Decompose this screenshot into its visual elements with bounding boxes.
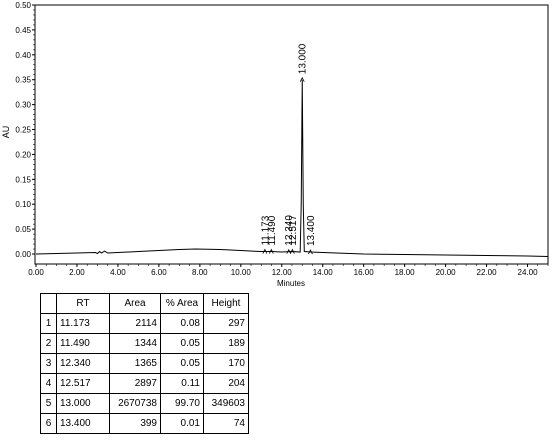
peak-marker bbox=[308, 249, 313, 255]
peak-marker bbox=[262, 248, 268, 254]
x-axis-label: Minutes bbox=[277, 279, 305, 288]
row-index: 6 bbox=[40, 413, 57, 434]
row-height: 189 bbox=[203, 333, 249, 354]
row-pct-area: 0.05 bbox=[160, 353, 204, 374]
row-area: 1344 bbox=[109, 333, 161, 354]
row-rt: 13.000 bbox=[56, 393, 110, 414]
chromatogram-trace bbox=[35, 79, 549, 258]
row-pct-area: 0.08 bbox=[160, 313, 204, 334]
table-row: 6 13.400 399 0.01 74 bbox=[40, 413, 249, 434]
table-header-row: RT Area % Area Height bbox=[40, 293, 249, 314]
row-index: 5 bbox=[40, 393, 57, 414]
row-rt: 11.490 bbox=[56, 333, 110, 354]
peak-label: 13.000 bbox=[298, 43, 309, 74]
table-row: 3 12.340 1365 0.05 170 bbox=[40, 353, 249, 374]
row-pct-area: 0.01 bbox=[160, 413, 204, 434]
row-index: 1 bbox=[40, 313, 57, 334]
table-header-height: Height bbox=[203, 293, 249, 314]
peak-label: 11.490 bbox=[267, 215, 278, 245]
x-tick-label: 12.00 bbox=[272, 268, 293, 277]
y-tick-label: 0.50 bbox=[15, 1, 31, 10]
table-row: 1 11.173 2114 0.08 297 bbox=[40, 313, 249, 334]
table-header-pct-area: % Area bbox=[160, 293, 204, 314]
row-rt: 12.517 bbox=[56, 373, 110, 394]
peak-marker bbox=[286, 248, 292, 254]
table-header-index bbox=[40, 293, 57, 314]
peak-marker bbox=[299, 76, 305, 82]
peak-label: 13.400 bbox=[306, 215, 317, 246]
table-row: 2 11.490 1344 0.05 189 bbox=[40, 333, 249, 354]
table-header-area: Area bbox=[109, 293, 161, 314]
row-height: 297 bbox=[203, 313, 249, 334]
x-tick-label: 16.00 bbox=[354, 268, 375, 277]
peak-label: 12.517 bbox=[288, 215, 299, 246]
table-row: 5 13.000 2670738 99.70 349603 bbox=[40, 393, 249, 414]
peak-marker bbox=[268, 248, 274, 254]
y-tick-label: 0.40 bbox=[15, 51, 31, 60]
y-tick-label: 0.10 bbox=[15, 200, 31, 209]
row-height: 204 bbox=[203, 373, 249, 394]
y-tick-label: 0.35 bbox=[15, 76, 31, 85]
x-tick-label: 10.00 bbox=[231, 268, 252, 277]
row-rt: 11.173 bbox=[56, 313, 110, 334]
row-height: 170 bbox=[203, 353, 249, 374]
row-index: 3 bbox=[40, 353, 57, 374]
x-tick-label: 6.00 bbox=[151, 268, 167, 277]
chromatogram-chart: 0.00 0.05 0.10 0.15 0.20 0.25 0.30 0.35 0.40 0.45… bbox=[1, 1, 549, 288]
table-header-rt: RT bbox=[56, 293, 110, 314]
row-index: 2 bbox=[40, 333, 57, 354]
peak-label: 11.173 bbox=[260, 215, 271, 245]
row-index: 4 bbox=[40, 373, 57, 394]
y-tick-label: 0.05 bbox=[15, 225, 31, 234]
x-tick-label: 20.00 bbox=[436, 268, 457, 277]
row-height: 74 bbox=[203, 413, 249, 434]
y-tick-label: 0.45 bbox=[15, 26, 31, 35]
row-height: 349603 bbox=[203, 393, 249, 414]
x-tick-label: 18.00 bbox=[395, 268, 416, 277]
row-pct-area: 0.05 bbox=[160, 333, 204, 354]
peak-marker bbox=[289, 248, 295, 254]
y-tick-label: 0.25 bbox=[15, 126, 31, 135]
x-tick-label: 14.00 bbox=[313, 268, 334, 277]
row-area: 2670738 bbox=[109, 393, 161, 414]
x-tick-label: 0.00 bbox=[28, 268, 44, 277]
row-rt: 13.400 bbox=[56, 413, 110, 434]
row-pct-area: 99.70 bbox=[160, 393, 204, 414]
row-pct-area: 0.11 bbox=[160, 373, 204, 394]
row-rt: 12.340 bbox=[56, 353, 110, 374]
y-axis-label: AU bbox=[1, 126, 11, 139]
row-area: 2114 bbox=[109, 313, 161, 334]
row-area: 1365 bbox=[109, 353, 161, 374]
row-area: 399 bbox=[109, 413, 161, 434]
y-tick-label: 0.30 bbox=[15, 101, 31, 110]
y-tick-label: 0.15 bbox=[15, 175, 31, 184]
x-tick-label: 8.00 bbox=[192, 268, 208, 277]
row-area: 2897 bbox=[109, 373, 161, 394]
peak-label: 12.340 bbox=[284, 215, 295, 246]
x-tick-label: 24.00 bbox=[518, 268, 539, 277]
table-row: 4 12.517 2897 0.11 204 bbox=[40, 373, 249, 394]
x-tick-label: 2.00 bbox=[69, 268, 85, 277]
y-tick-label: 0.20 bbox=[15, 150, 31, 159]
y-tick-label: 0.00 bbox=[15, 250, 31, 259]
x-tick-label: 4.00 bbox=[110, 268, 126, 277]
peak-results-table: RT Area % Area Height 1 11.173 2114 0.08… bbox=[40, 293, 249, 434]
x-tick-label: 22.00 bbox=[477, 268, 498, 277]
